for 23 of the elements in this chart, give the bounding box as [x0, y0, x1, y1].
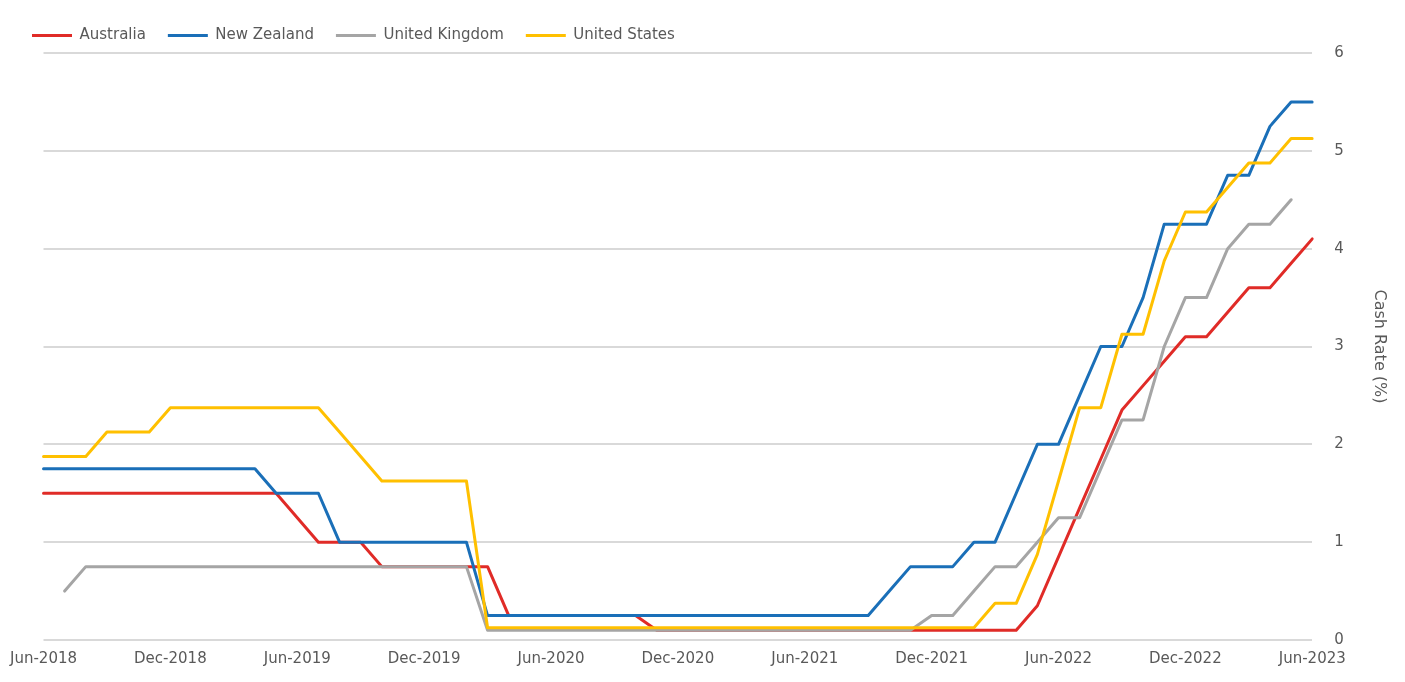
x-tick-label: Jun-2020: [516, 648, 585, 667]
y-tick-label: 4: [1334, 238, 1344, 257]
x-tick-label: Jun-2023: [1277, 648, 1346, 667]
y-tick-label: 6: [1334, 42, 1344, 61]
legend-label: Australia: [79, 25, 146, 44]
x-tick-label: Dec-2020: [641, 648, 715, 667]
legend-label: United States: [573, 25, 676, 44]
x-tick-label: Jun-2021: [770, 648, 839, 667]
legend-label: New Zealand: [215, 25, 314, 44]
x-tick-label: Dec-2018: [134, 648, 207, 667]
x-tick-label: Dec-2019: [387, 648, 461, 667]
y-tick-label: 5: [1334, 140, 1344, 159]
y-tick-label: 1: [1334, 532, 1344, 551]
y-tick-label: 3: [1334, 336, 1344, 355]
x-tick-label: Dec-2022: [1149, 648, 1222, 667]
x-tick-label: Dec-2021: [895, 648, 968, 667]
x-tick-label: Jun-2018: [9, 648, 78, 667]
legend-label: United Kingdom: [383, 25, 504, 44]
y-tick-label: 0: [1334, 629, 1344, 648]
y-axis-title: Cash Rate (%): [1371, 289, 1391, 404]
x-tick-label: Jun-2022: [1023, 648, 1093, 667]
y-tick-label: 2: [1334, 434, 1344, 453]
x-tick-label: Jun-2019: [262, 648, 331, 667]
